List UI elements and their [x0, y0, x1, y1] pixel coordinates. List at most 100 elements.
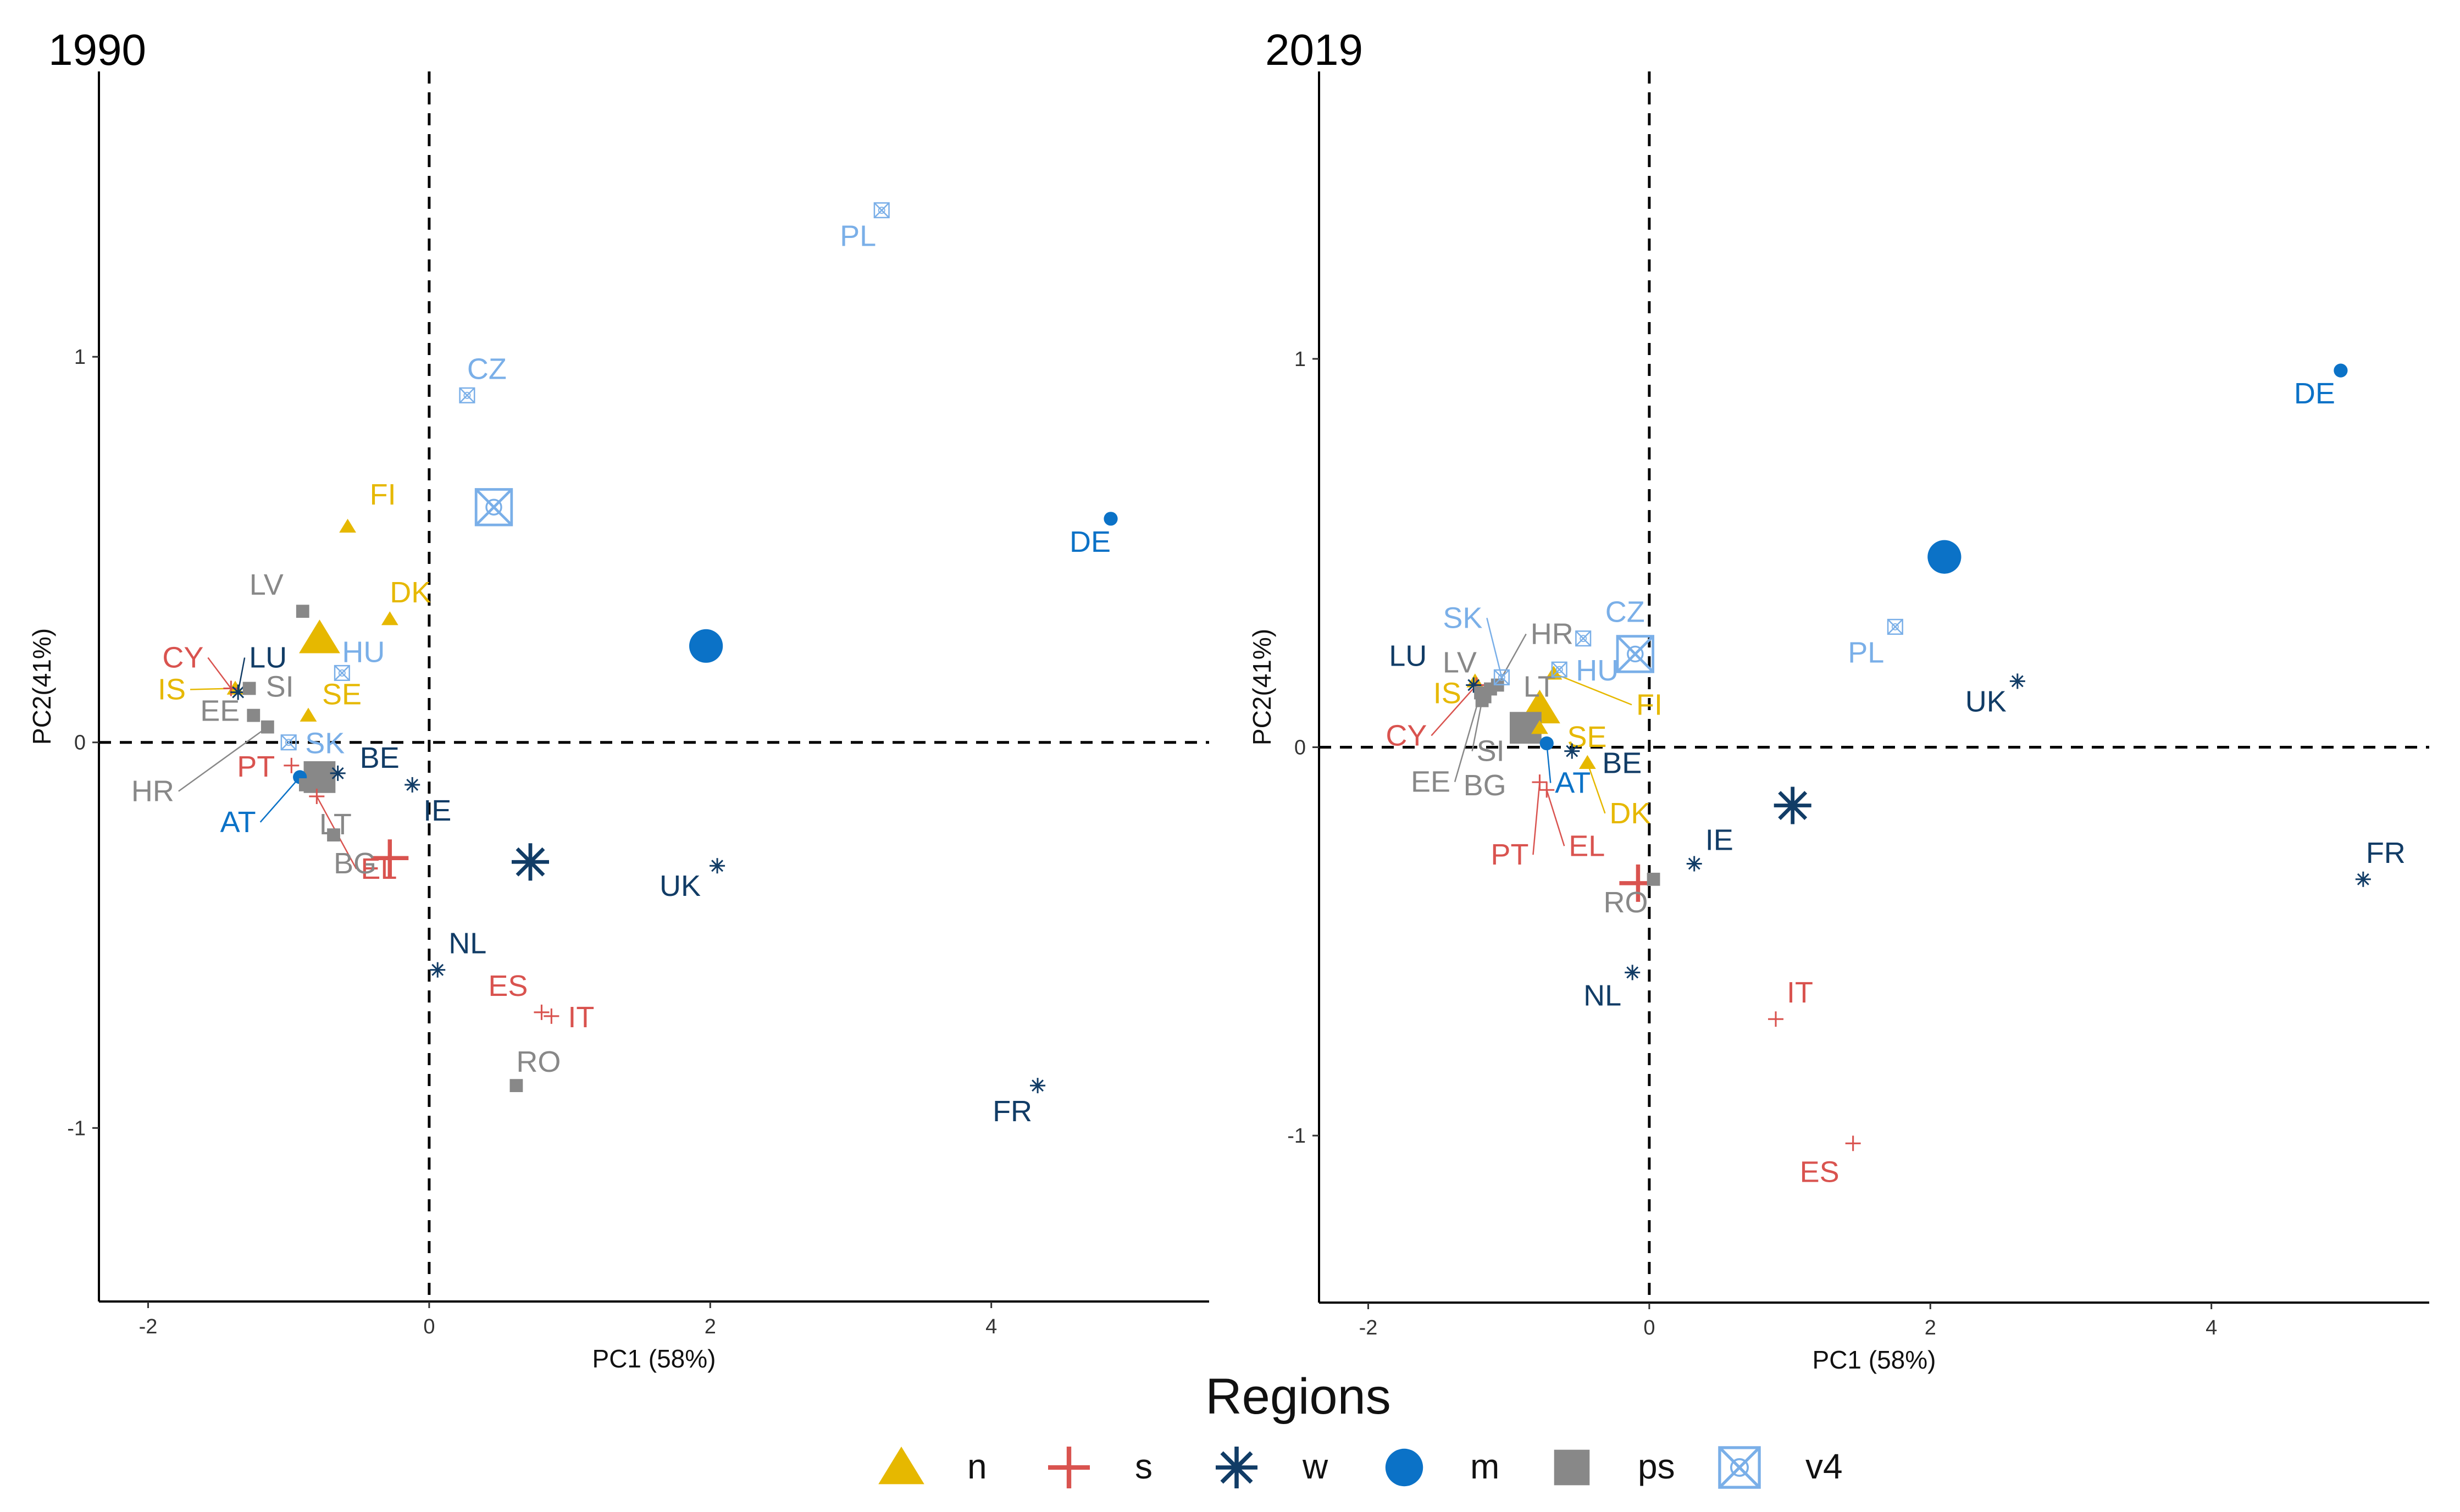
label-leader-AT	[259, 777, 301, 823]
point-label-DE: DE	[2294, 377, 2335, 410]
point-label-SE: SE	[322, 678, 362, 711]
x-tick-label: -2	[1359, 1316, 1378, 1339]
point-HU	[1551, 661, 1567, 678]
point-IT	[1768, 1011, 1784, 1027]
point-LU	[1466, 677, 1482, 693]
point-label-IS: IS	[1433, 677, 1461, 710]
y-tick-label: 1	[1294, 348, 1306, 371]
point-label-LV: LV	[250, 568, 284, 601]
point-UK	[2009, 673, 2025, 689]
legend-item-s: s	[1048, 1447, 1153, 1488]
point-label-DK: DK	[390, 576, 431, 609]
legend-label-n: n	[967, 1447, 987, 1486]
point-label-BE: BE	[360, 741, 400, 774]
point-IS	[1466, 673, 1484, 688]
point-SE	[1531, 720, 1548, 734]
point-label-FR: FR	[2366, 837, 2406, 869]
label-leader-SK	[1486, 618, 1503, 678]
point-label-EE: EE	[1411, 766, 1450, 799]
label-leader-HR	[178, 726, 268, 792]
y-tick-label: 0	[74, 732, 86, 755]
panel-title: 1990	[48, 25, 146, 74]
point-IE	[1686, 856, 1702, 872]
legend-item-v4: v4	[1718, 1446, 1843, 1489]
point-label-RO: RO	[1604, 886, 1648, 919]
point-label-LU: LU	[249, 641, 287, 674]
point-BE	[1564, 743, 1580, 759]
point-label-SK: SK	[305, 727, 345, 760]
label-leader-SI	[1471, 700, 1483, 751]
point-IE	[405, 777, 420, 793]
point-CZ	[459, 387, 475, 403]
point-label-EE: EE	[200, 695, 240, 728]
label-leader-PT	[1532, 782, 1541, 855]
point-label-HR: HR	[1531, 617, 1573, 650]
x-axis-label: PC1 (58%)	[592, 1344, 716, 1373]
point-label-PL: PL	[840, 220, 876, 253]
point-SK	[280, 734, 297, 751]
point-label-CY: CY	[1386, 719, 1427, 752]
point-BG	[1513, 717, 1527, 731]
point-label-IS: IS	[158, 673, 186, 706]
point-SK	[1493, 669, 1510, 685]
legend-label-m: m	[1470, 1447, 1499, 1486]
point-label-ES: ES	[488, 970, 528, 1003]
point-label-EL: EL	[1569, 829, 1605, 862]
y-axis-label: PC2(41%)	[1248, 629, 1276, 745]
legend-item-m: m	[1385, 1447, 1499, 1487]
point-label-BG: BG	[334, 847, 376, 880]
centroid-m	[1927, 540, 1962, 574]
point-label-AT: AT	[1555, 766, 1591, 799]
regions-legend: Regions n s w m ps v4	[878, 1369, 1843, 1489]
point-label-HR: HR	[131, 775, 174, 808]
x-tick-label: 4	[985, 1315, 997, 1338]
point-label-CY: CY	[162, 641, 203, 674]
label-leader-EL	[1546, 789, 1565, 846]
centroid-s	[371, 839, 409, 877]
point-ES	[534, 1004, 550, 1020]
label-leader-CY	[1431, 684, 1477, 736]
point-EE	[1474, 686, 1487, 700]
legend-key-m	[1385, 1448, 1423, 1487]
y-tick-label: -1	[67, 1117, 86, 1140]
point-PT	[284, 757, 300, 773]
point-PL	[873, 202, 890, 219]
point-label-IE: IE	[423, 794, 451, 827]
legend-label-ps: ps	[1638, 1447, 1675, 1486]
point-label-PT: PT	[237, 750, 275, 783]
point-label-IT: IT	[568, 1001, 594, 1034]
centroid-w	[511, 843, 549, 881]
point-EE	[247, 708, 261, 722]
point-label-LV: LV	[1443, 646, 1477, 679]
point-label-ES: ES	[1800, 1155, 1840, 1188]
x-tick-label: 0	[1643, 1316, 1655, 1339]
y-tick-label: 1	[74, 346, 86, 369]
x-tick-label: 2	[1925, 1316, 1936, 1339]
point-label-SI: SI	[266, 671, 294, 704]
label-leader-DK	[1587, 762, 1606, 814]
point-label-DK: DK	[1609, 797, 1650, 830]
point-DK	[1578, 755, 1596, 769]
panel-2019: 2019 -2 0 2 4 -1 0 1 PC1 (58%) PC2(41%) FI SE DK ISCY…	[1248, 25, 2429, 1374]
legend-key-s	[1048, 1447, 1090, 1488]
point-NL	[1625, 965, 1641, 981]
point-label-IE: IE	[1705, 824, 1733, 857]
point-BG	[327, 828, 340, 842]
legend-item-n: n	[878, 1447, 987, 1486]
point-label-BG: BG	[1464, 769, 1506, 802]
point-label-IT: IT	[1787, 976, 1813, 1009]
point-LV	[296, 605, 309, 618]
x-tick-label: -2	[139, 1315, 158, 1338]
point-label-UK: UK	[660, 869, 701, 902]
point-label-EL: EL	[361, 852, 397, 885]
x-axis-label: PC1 (58%)	[1813, 1345, 1936, 1374]
point-label-AT: AT	[220, 806, 256, 839]
point-label-HU: HU	[1576, 654, 1619, 687]
point-LT	[298, 778, 312, 791]
point-FR	[2355, 871, 2371, 887]
point-SI	[242, 682, 256, 695]
point-label-HU: HU	[342, 635, 385, 668]
point-label-LU: LU	[1389, 639, 1427, 672]
